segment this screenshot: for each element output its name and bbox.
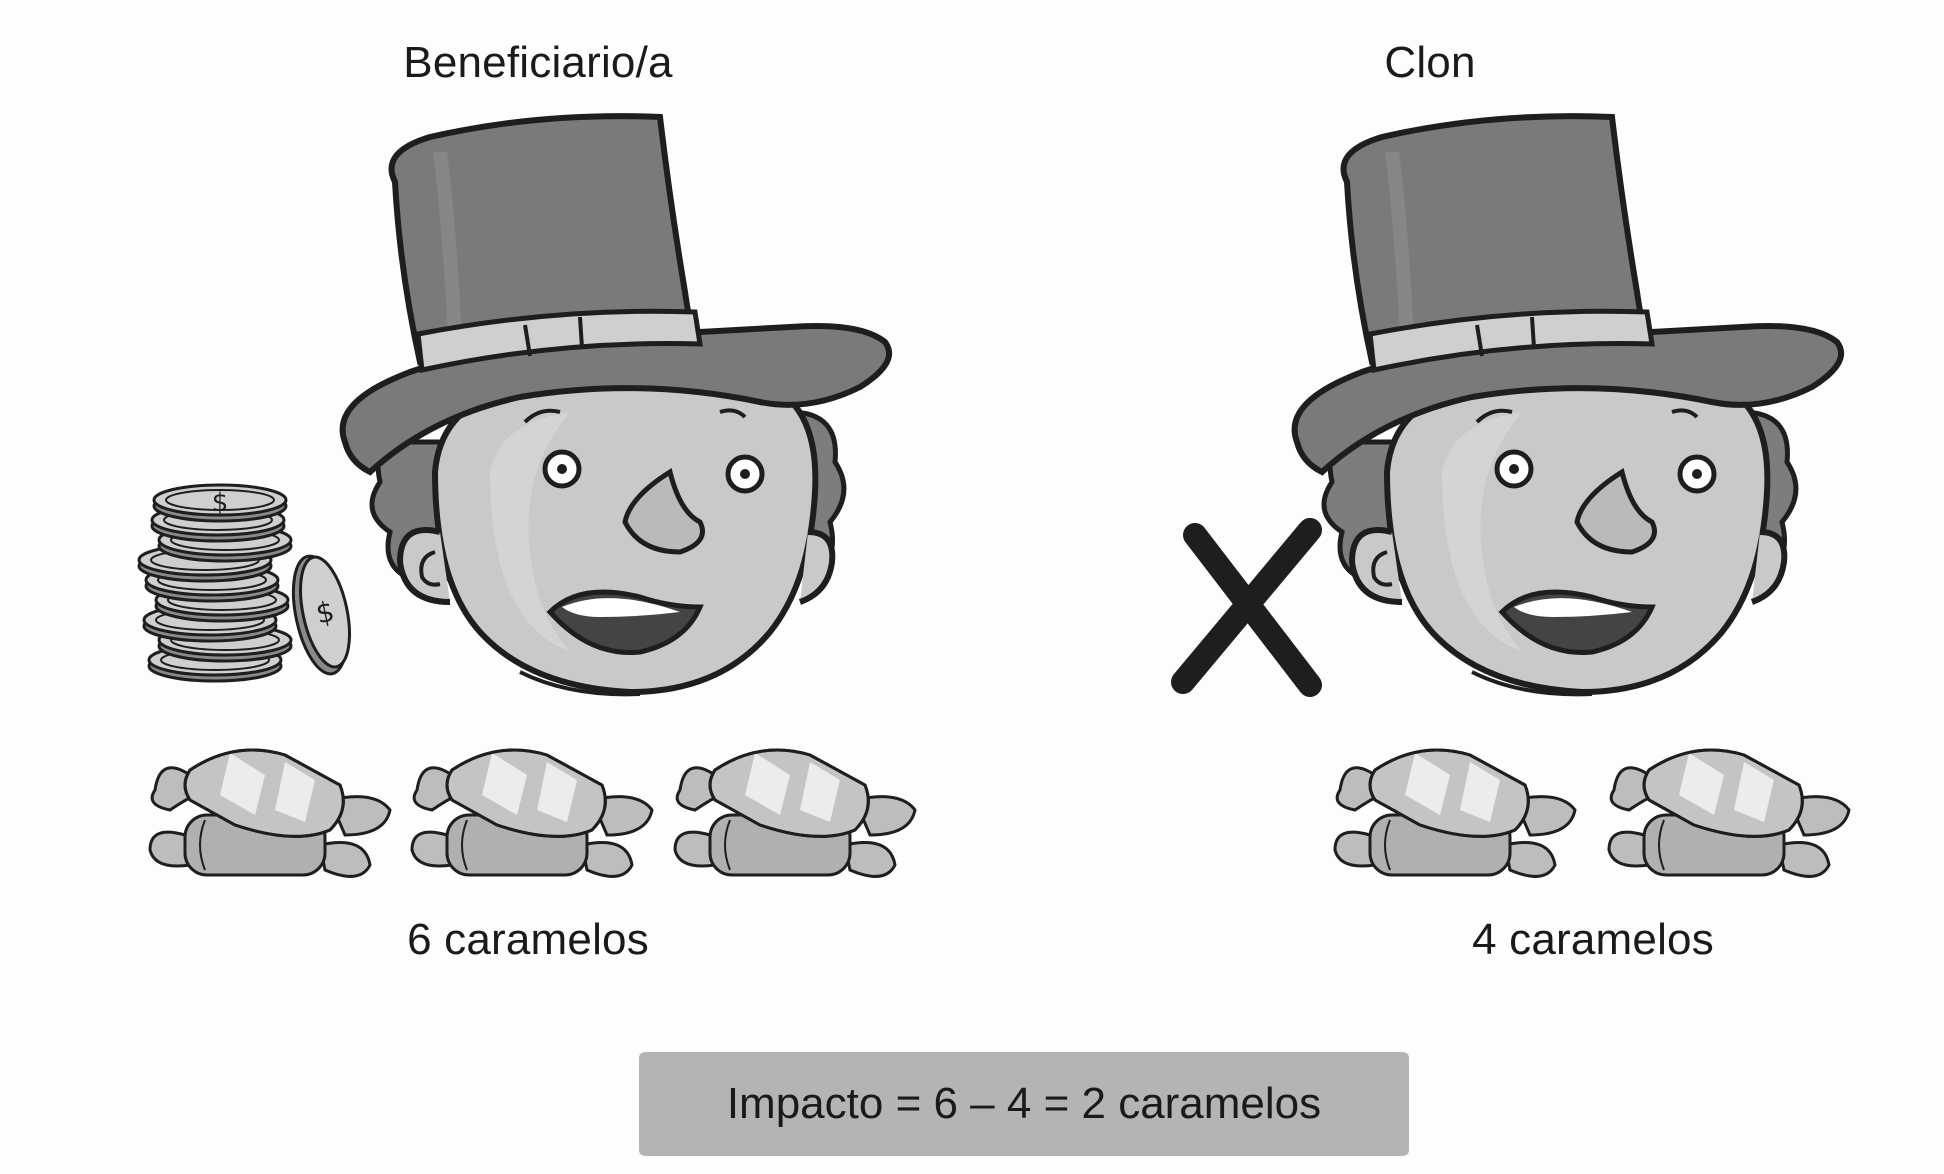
clone-title: Clon [1384,38,1476,87]
beneficiary-candy-count: 6 caramelos [407,915,649,964]
candy-pair-icon [410,748,654,878]
beneficiary-candies [148,748,917,878]
candy-pair-icon [1333,748,1577,878]
clone-candies [1333,748,1851,878]
clone-candy-count: 4 caramelos [1472,915,1714,964]
coin-dollar-symbol: $ [212,488,229,518]
beneficiary-title: Beneficiario/a [403,38,673,87]
cross-icon [1171,518,1322,697]
beneficiary-character [343,116,889,694]
impact-formula: Impacto = 6 – 4 = 2 caramelos [726,1079,1322,1128]
candy-pair-icon [148,748,392,878]
clone-character [1295,116,1841,694]
impact-box: Impacto = 6 – 4 = 2 caramelos [639,1052,1409,1156]
candy-pair-icon [673,748,917,878]
candy-pair-icon [1607,748,1851,878]
coin-stack-icon: $ $ [137,483,351,683]
